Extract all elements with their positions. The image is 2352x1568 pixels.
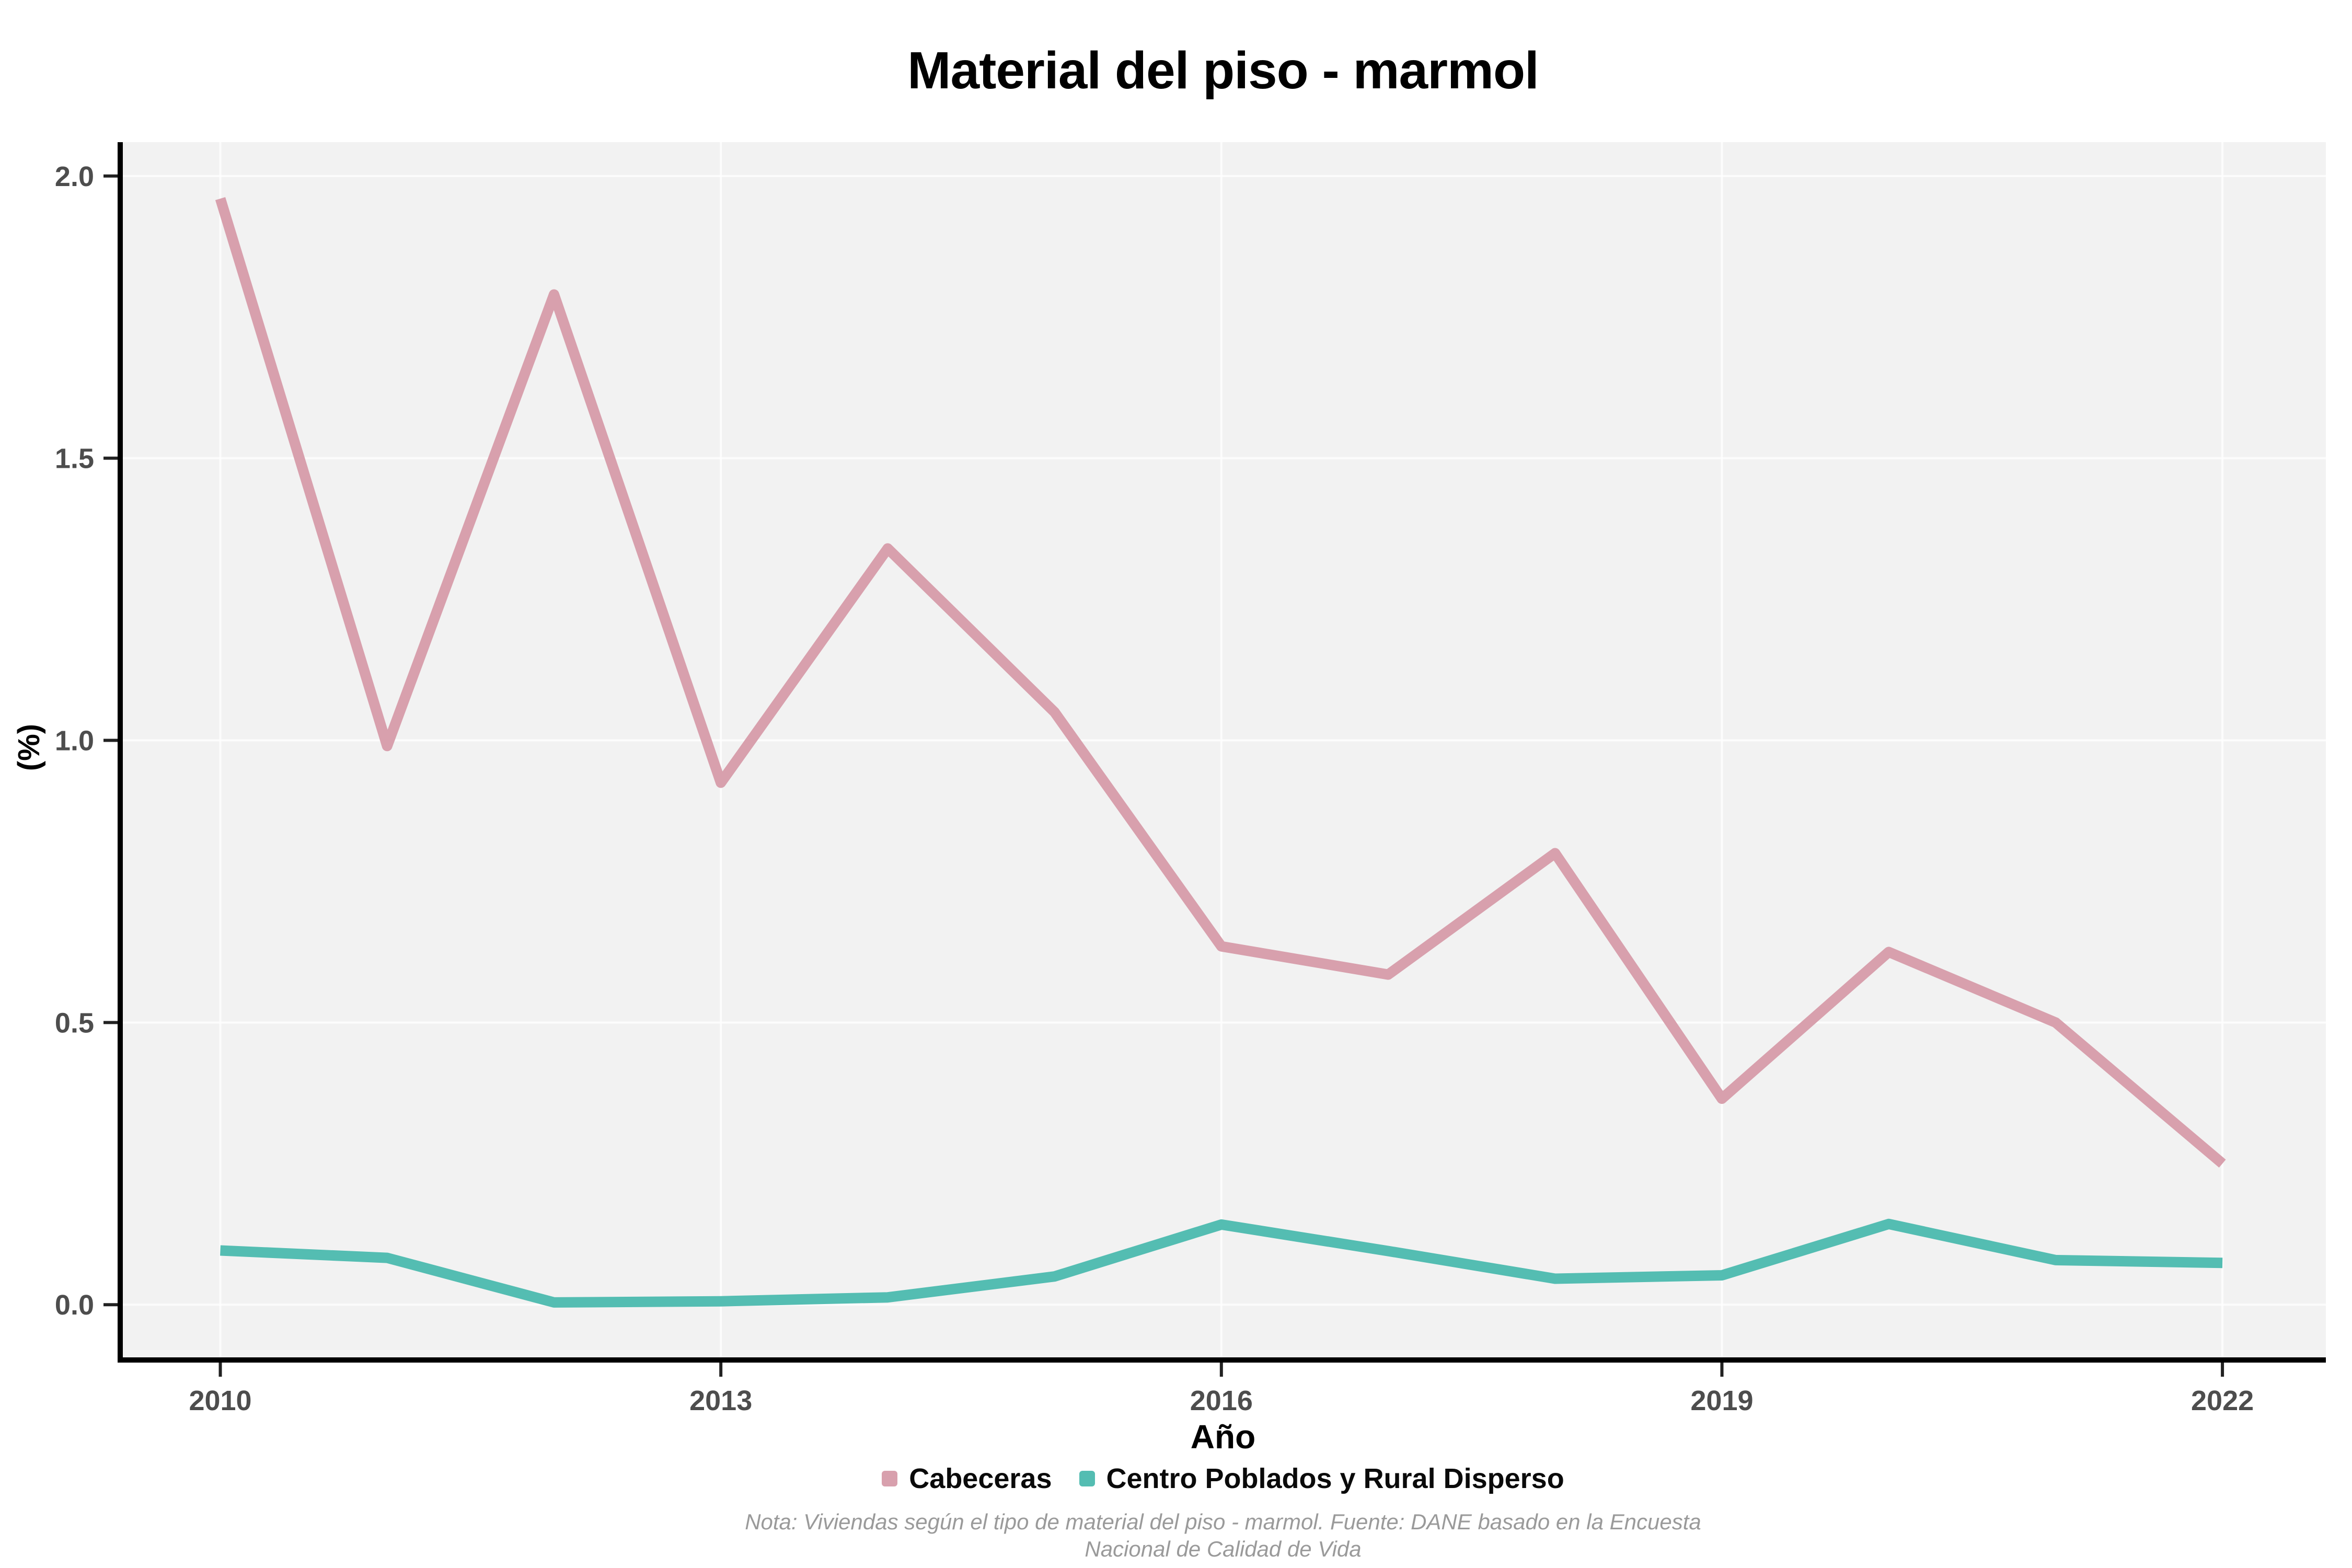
y-tick-label: 0.5	[55, 1007, 94, 1039]
x-tick-label: 2010	[189, 1385, 251, 1416]
y-tick-label: 0.0	[55, 1289, 94, 1321]
legend: Cabeceras Centro Poblados y Rural Disper…	[120, 1462, 2326, 1495]
footnote-line-1: Nota: Viviendas según el tipo de materia…	[745, 1509, 1701, 1534]
y-tick-label: 1.5	[55, 443, 94, 475]
legend-item-centro-poblados: Centro Poblados y Rural Disperso	[1079, 1462, 1564, 1495]
chart-title: Material del piso - marmol	[907, 41, 1539, 100]
x-tick-label: 2022	[2191, 1385, 2254, 1416]
x-tick-label: 2013	[689, 1385, 752, 1416]
y-tick-label: 2.0	[55, 161, 94, 192]
footnote: Nota: Viviendas según el tipo de materia…	[120, 1508, 2326, 1563]
plot-area: 2010 2013 2016 2019 2022 0.0 0.5 1.0 1.5 2.0	[55, 142, 2326, 1416]
series-line-cabeceras	[215, 197, 2226, 1168]
y-tick-label: 1.0	[55, 725, 94, 756]
x-tick-label: 2019	[1690, 1385, 1753, 1416]
x-axis-title: Año	[1190, 1418, 1256, 1456]
y-axis-title: (%)	[12, 723, 46, 771]
legend-label-centro-poblados: Centro Poblados y Rural Disperso	[1106, 1463, 1564, 1494]
x-tick-label: 2016	[1190, 1385, 1253, 1416]
legend-label-cabeceras: Cabeceras	[909, 1463, 1052, 1494]
series-line-centro-poblados-y-rural-disperso	[220, 1218, 2223, 1308]
panel-background	[120, 142, 2326, 1360]
legend-item-cabeceras: Cabeceras	[882, 1462, 1052, 1495]
legend-swatch-cabeceras	[882, 1471, 898, 1486]
footnote-line-2: Nacional de Calidad de Vida	[1085, 1537, 1362, 1561]
legend-swatch-centro-poblados	[1079, 1471, 1095, 1486]
